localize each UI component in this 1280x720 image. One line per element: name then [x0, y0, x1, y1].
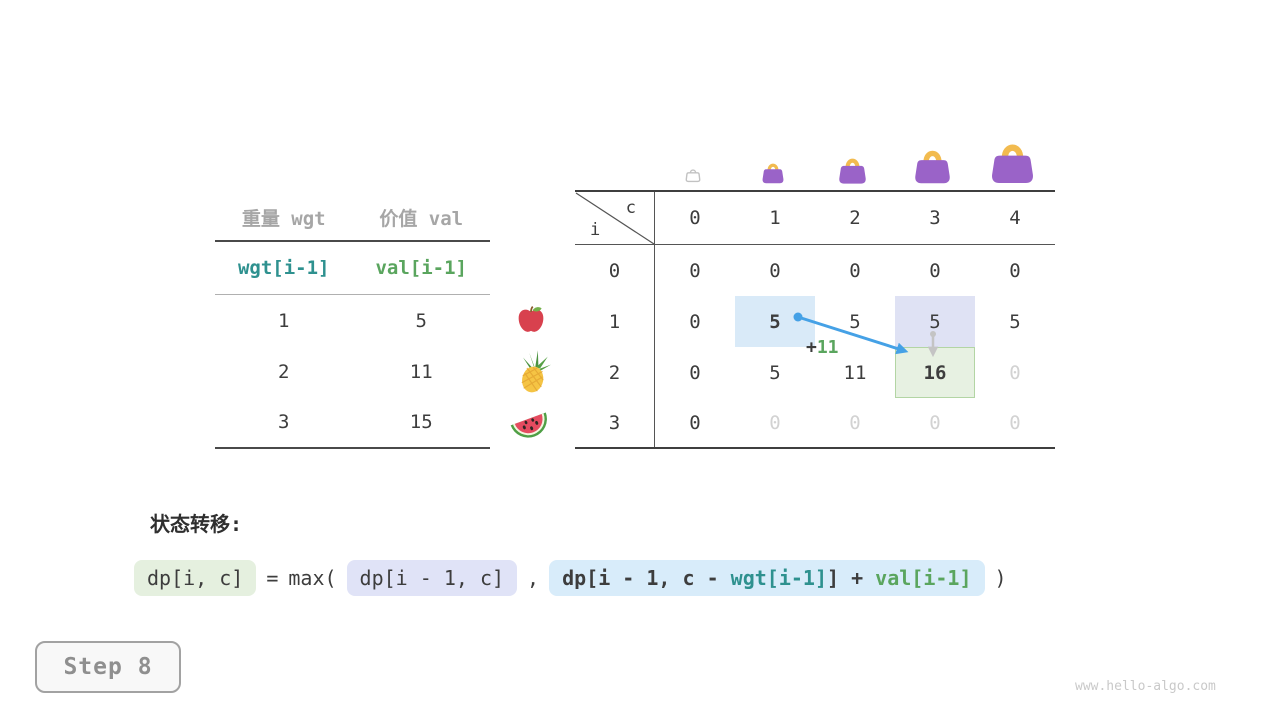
formula-arg1-chip: dp[i - 1, c]	[346, 560, 518, 596]
bag-icon-capacity-3	[915, 150, 950, 184]
gain-plus-sign: +	[806, 337, 817, 358]
formula-arg2-chip: dp[i - 1, c - wgt[i-1]] + val[i-1]	[549, 560, 985, 596]
col-header-0: 0	[655, 192, 735, 245]
value-column-header: 价值 val	[379, 208, 464, 230]
dp-cell-0-2: 0	[849, 259, 861, 282]
capacity-variable-label: c	[625, 198, 636, 218]
formula-max-open: max(	[288, 566, 337, 590]
items-table-row-3: 3 15	[215, 397, 490, 447]
item-value: 5	[415, 309, 427, 332]
row-header-2: 2	[575, 347, 655, 398]
formula-lhs-chip: dp[i, c]	[134, 560, 257, 596]
corner-diagonal-line	[575, 192, 655, 245]
formula-arg2-val: val[i-1]	[875, 566, 972, 590]
dp-cell-2-1: 5	[769, 361, 781, 384]
items-table-index-row: wgt[i-1] val[i-1]	[215, 242, 490, 295]
bag-icon-capacity-0	[685, 169, 701, 183]
item-weight: 3	[278, 411, 290, 433]
col-header-4: 4	[975, 192, 1055, 245]
dp-cell-3-4: 0	[1009, 411, 1021, 434]
item-variable-label: i	[590, 220, 601, 240]
transition-formula: dp[i, c] = max( dp[i - 1, c] , dp[i - 1,…	[134, 560, 1017, 596]
weight-column-header: 重量 wgt	[241, 208, 326, 230]
item-weight: 1	[278, 309, 290, 332]
gain-annotation: +11	[806, 337, 839, 358]
col-header-3: 3	[895, 192, 975, 245]
col-header-2: 2	[815, 192, 895, 245]
dp-cell-0-4: 0	[1009, 259, 1021, 282]
transition-heading: 状态转移:	[150, 512, 243, 536]
wgt-index-label: wgt[i-1]	[237, 257, 330, 279]
dp-cell-0-3: 0	[929, 259, 941, 282]
dp-cell-2-2: 11	[843, 361, 867, 384]
row-header-1: 1	[575, 296, 655, 347]
item-weight: 2	[278, 360, 290, 383]
dp-cell-1-4: 5	[1009, 310, 1021, 333]
dp-cell-2-3-highlight-current: 16	[895, 347, 975, 398]
val-index-label: val[i-1]	[375, 257, 467, 279]
gain-value: 11	[816, 337, 839, 358]
formula-close-paren: )	[994, 566, 1007, 590]
item-value: 11	[409, 360, 433, 383]
formula-arg2-prefix: dp[i - 1, c -	[562, 566, 731, 590]
watermelon-icon	[510, 412, 547, 438]
dp-cell-2-4: 0	[1009, 361, 1021, 384]
apple-icon	[518, 306, 544, 332]
dp-cell-3-0: 0	[689, 411, 701, 434]
row-header-3: 3	[575, 398, 655, 447]
bag-icon-capacity-4	[992, 144, 1033, 184]
dp-cell-3-2: 0	[849, 411, 861, 434]
dp-cell-1-1-highlight-source: 5	[735, 296, 815, 347]
col-header-1: 1	[735, 192, 815, 245]
step-badge: Step 8	[35, 641, 181, 693]
dp-cell-0-1: 0	[769, 259, 781, 282]
site-watermark: www.hello-algo.com	[1075, 679, 1216, 694]
formula-comma: ,	[527, 566, 540, 590]
formula-arg2-mid: ] +	[827, 566, 876, 590]
dp-cell-0-0: 0	[689, 259, 701, 282]
item-value: 15	[409, 411, 433, 433]
dp-table-corner-cell: c i	[575, 192, 655, 245]
dp-cell-2-0: 0	[689, 361, 701, 384]
dp-table: c i 0 1 2 3 4 0 0 0 0 0 0 1 0 5 5 5 5 2 …	[575, 190, 1055, 449]
items-table-row-2: 2 11	[215, 346, 490, 397]
dp-cell-3-1: 0	[769, 411, 781, 434]
formula-arg2-wgt: wgt[i-1]	[730, 566, 827, 590]
dp-cell-3-3: 0	[929, 411, 941, 434]
bag-icon-capacity-1	[762, 163, 784, 184]
row-header-0: 0	[575, 245, 655, 296]
bag-icon-capacity-2	[839, 158, 866, 184]
items-table-header-row: 重量 wgt 价值 val	[215, 195, 490, 242]
dp-cell-1-3-highlight-above: 5	[895, 296, 975, 347]
dp-cell-1-0: 0	[689, 310, 701, 333]
pineapple-icon	[521, 350, 551, 393]
formula-equals: =	[266, 566, 279, 590]
items-table: 重量 wgt 价值 val wgt[i-1] val[i-1] 1 5 2 11…	[215, 195, 490, 449]
items-table-row-1: 1 5	[215, 295, 490, 346]
